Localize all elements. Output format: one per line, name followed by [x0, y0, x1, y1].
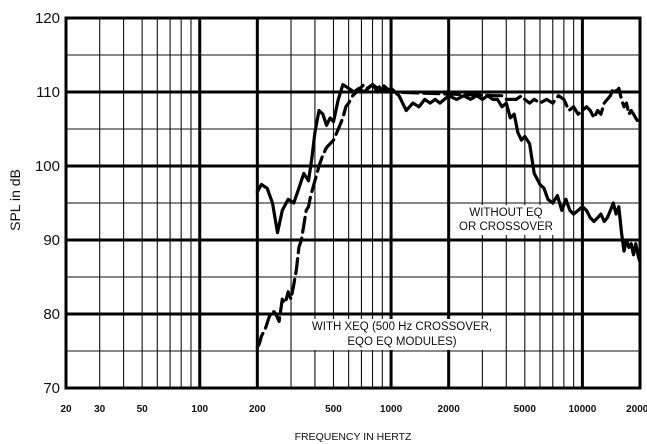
x-tick-label: 30 — [94, 404, 106, 415]
x-tick-label: 20000 — [626, 404, 647, 415]
annotation-bg-with-xeq — [307, 319, 497, 350]
y-tick-label: 110 — [36, 84, 60, 101]
annotation-bg-without-eq — [455, 205, 557, 235]
annotation-with-xeq-line2: EQO EQ MODULES) — [347, 336, 456, 348]
y-tick-label: 80 — [43, 306, 60, 323]
x-tick-label: 500 — [325, 404, 342, 415]
x-tick-label: 1000 — [380, 404, 403, 415]
annotation-without-eq-line2: OR CROSSOVER — [459, 221, 553, 233]
series-dashed-line — [255, 82, 642, 349]
x-tick-label: 2000 — [438, 404, 461, 415]
x-tick-label: 100 — [191, 404, 208, 415]
x-tick-label: 10000 — [568, 404, 596, 415]
y-tick-label: 120 — [35, 10, 60, 27]
series-solid-line — [255, 82, 642, 264]
y-tick-labels: 70 80 90 100 110 120 — [35, 10, 60, 397]
x-axis-label: FREQUENCY IN HERTZ — [295, 431, 412, 443]
y-tick-label: 70 — [43, 380, 60, 397]
plot-frame — [64, 16, 642, 390]
y-tick-label: 90 — [43, 232, 60, 249]
series-layer — [255, 82, 642, 349]
x-tick-label: 200 — [249, 404, 266, 415]
x-tick-label: 50 — [137, 404, 149, 415]
annotation-without-eq-line1: WITHOUT EQ — [469, 207, 542, 219]
x-tick-label: 5000 — [514, 404, 537, 415]
x-tick-labels: 20 30 50 100 200 500 1000 2000 5000 10000 20000 — [60, 404, 647, 415]
x-tick-label: 20 — [60, 404, 72, 415]
y-axis-label: SPL in dB — [7, 169, 23, 231]
annotation-with-xeq-line1: WITH XEQ (500 Hz CROSSOVER, — [312, 321, 492, 333]
y-tick-label: 100 — [35, 158, 60, 175]
